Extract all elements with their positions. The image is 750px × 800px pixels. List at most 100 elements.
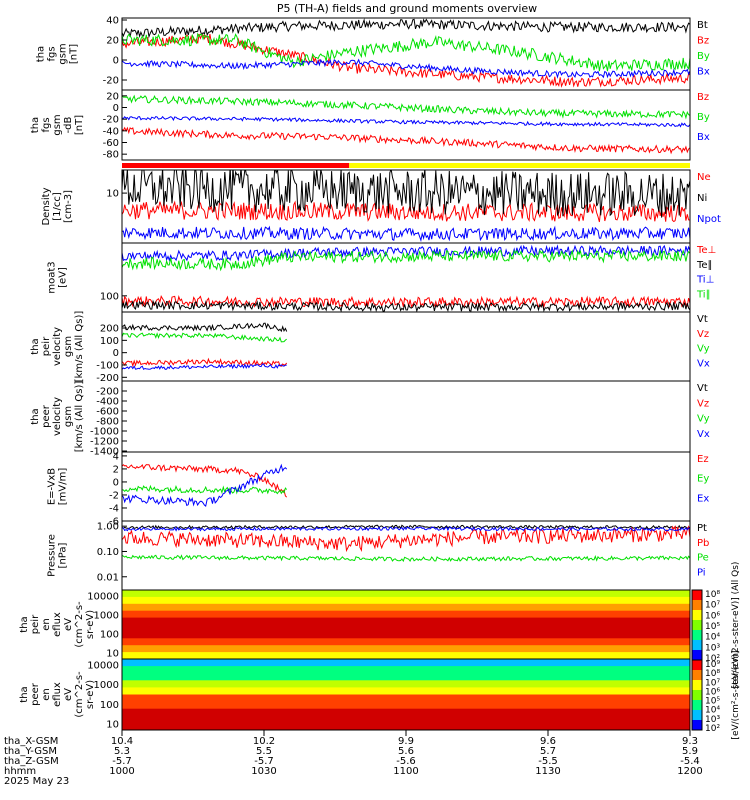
ylabel-line: eflux <box>52 682 63 707</box>
ytick-label: -4 <box>109 503 119 514</box>
series-peir-velocity-3 <box>122 363 287 371</box>
ytick-label: 1000 <box>94 680 119 691</box>
series-fgs-gsm-3 <box>122 58 690 79</box>
ephemeris-value: 5.6 <box>398 746 414 757</box>
colorbar-swatch <box>692 640 702 651</box>
panel-frame <box>121 89 691 161</box>
panel-fgs-gsm: 40 20 0 -20 tha fgs gsm [nT] Bt Bz By Bx <box>36 16 710 91</box>
ylabel-line: eV <box>63 618 74 631</box>
ylabel-line: [km/s (All Qs)] <box>74 381 85 453</box>
heatmap-band <box>122 694 690 703</box>
ytick-label: -6 <box>109 517 119 528</box>
legend-entry: Bz <box>697 36 709 47</box>
legend-entry: Vz <box>697 398 709 409</box>
heatmap-band <box>122 666 690 674</box>
ytick-label: 10000 <box>87 591 119 602</box>
series-temperature-1 <box>122 299 690 313</box>
legend-entry: Pi <box>697 567 706 578</box>
ytick-label: -100 <box>96 360 119 371</box>
series-fgs-gsm-detrended-2 <box>122 115 690 128</box>
colorbar-tick: 10³ <box>705 715 720 725</box>
legend-entry: Bz <box>697 92 709 103</box>
ytick-label: 40 <box>106 16 119 27</box>
ytick-label: -600 <box>96 407 119 418</box>
series-density-0 <box>122 200 690 223</box>
mode-bar <box>122 163 690 168</box>
legend-entry: Vy <box>697 344 710 355</box>
ylabel-line: gsm <box>58 43 69 64</box>
colorbar-tick: 10² <box>705 654 720 664</box>
ytick-label: -400 <box>96 397 119 408</box>
legend-entry: Bt <box>697 20 708 31</box>
ephemeris-value: 10.2 <box>253 736 275 747</box>
colorbar-tick: 10² <box>705 724 720 734</box>
legend-entry: Vt <box>697 314 708 325</box>
panel-temperature: 100 moat3 [eV] Te⊥ Te∥ Ti⊥ Ti∥ <box>47 242 716 313</box>
ytick-label: 0 <box>113 348 119 359</box>
series-peir-velocity-1 <box>122 357 288 368</box>
ytick-label: -200 <box>96 387 119 398</box>
ephemeris-label: tha_Z-GSM <box>4 756 59 767</box>
ephemeris-value: -5.7 <box>254 756 274 767</box>
ytick-label: -20 <box>103 115 119 126</box>
ylabel-line: en <box>41 618 52 631</box>
ylabel-line: (cm^2-s- <box>74 671 85 718</box>
colorbar-swatch <box>692 650 702 661</box>
colorbar-swatch <box>692 660 702 671</box>
plot-title: P5 (TH-A) fields and ground moments over… <box>277 2 537 15</box>
heatmap-band <box>122 687 690 695</box>
heatmap-band <box>122 673 690 681</box>
ylabel-line: tha <box>30 117 41 133</box>
heatmap-band <box>122 652 690 660</box>
legend-entry: By <box>697 112 710 123</box>
ylabel-line: [nT] <box>69 44 80 64</box>
colorbar-tick: 10⁴ <box>705 633 720 643</box>
colorbar-swatch <box>692 670 702 681</box>
series-fgs-gsm-detrended-0 <box>122 126 690 155</box>
ytick-label: -80 <box>103 150 119 161</box>
ytick-label: -800 <box>96 417 119 428</box>
heatmap-peer-en-eflux <box>122 659 690 731</box>
time-tick-label: 1100 <box>393 766 418 777</box>
ytick-label: -2 <box>109 490 119 501</box>
ylabel-line: fgs <box>41 117 52 132</box>
series-fgs-gsm-detrended-1 <box>122 94 690 120</box>
legend-entry: Bx <box>697 132 710 143</box>
legend-entry: Ti∥ <box>696 289 711 300</box>
ytick-label: 0 <box>113 56 119 67</box>
ephemeris-label: tha_Y-GSM <box>4 746 57 757</box>
ylabel-line: tha <box>19 616 30 632</box>
colorbar-swatch <box>692 600 702 611</box>
colorbar-swatch <box>692 700 702 711</box>
legend-entry: Ni <box>697 193 707 204</box>
ephemeris-value: 9.3 <box>682 736 698 747</box>
time-axis-label: hhmm <box>4 766 36 777</box>
series-pressure-3 <box>122 526 690 532</box>
heatmap-band <box>122 631 690 639</box>
ylabel-line: peer <box>41 404 52 428</box>
ytick-label: -40 <box>103 126 119 137</box>
ephemeris-value: 5.9 <box>682 746 698 757</box>
colorbar-tick: 10³ <box>705 643 720 653</box>
time-tick-label: 1200 <box>677 766 702 777</box>
heatmap-peir-en-eflux <box>122 590 690 660</box>
colorbar-tick: 10⁵ <box>705 697 720 707</box>
ephemeris-value: 9.9 <box>398 736 414 747</box>
ephemeris-value: -5.6 <box>396 756 416 767</box>
legend-entry: By <box>697 51 710 62</box>
heatmap-band <box>122 659 690 667</box>
ylabel-line: [nPa] <box>58 542 69 568</box>
ylabel-line: peir <box>30 614 41 634</box>
series-density-2 <box>122 225 690 243</box>
ylabel-line: en <box>41 688 52 701</box>
ephemeris-value: 5.5 <box>256 746 272 757</box>
legend-entry: Vz <box>697 329 709 340</box>
ylabel-line: eV <box>63 688 74 701</box>
ylabel-line: moat3 <box>47 261 58 293</box>
colorbar-frame <box>691 659 703 731</box>
ylabel-line: [1/cc] <box>52 192 63 221</box>
legend-entry: Vy <box>697 414 710 425</box>
panel-frame <box>121 380 691 453</box>
